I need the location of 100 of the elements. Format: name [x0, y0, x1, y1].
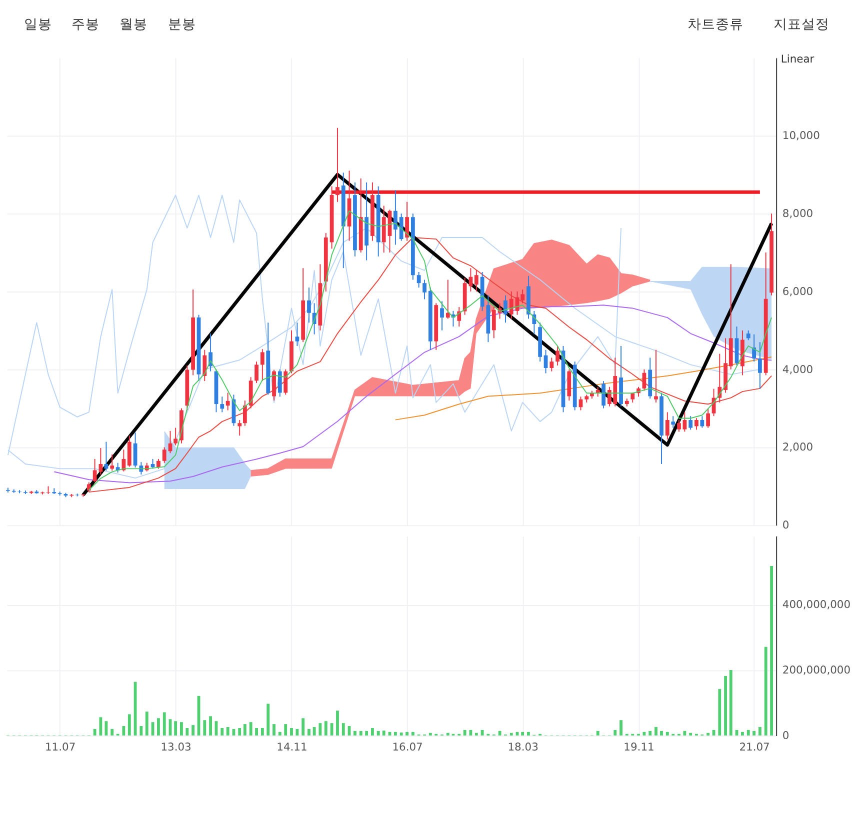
y-tick-label: 400,000,000	[782, 598, 851, 612]
candlestick	[694, 418, 698, 430]
candlestick	[706, 408, 710, 428]
y-tick-label: 200,000,000	[782, 663, 851, 676]
bar	[521, 732, 524, 736]
candlestick	[405, 201, 409, 242]
bar	[666, 732, 669, 736]
text: 주봉	[72, 16, 100, 33]
candlestick	[688, 416, 693, 430]
bar	[296, 728, 299, 736]
bar	[260, 728, 264, 736]
candlestick	[758, 342, 762, 390]
bar	[238, 728, 242, 736]
line-series	[54, 304, 772, 484]
bar	[180, 722, 183, 736]
candlestick	[671, 416, 676, 428]
text: 차트종류	[688, 16, 744, 33]
bar	[642, 732, 646, 736]
candlestick	[127, 435, 132, 468]
y-tick-label: 2,000	[782, 440, 814, 454]
x-tick-label: 11.07	[44, 740, 76, 754]
x-tick-label: 14.11	[276, 740, 308, 754]
bar	[266, 704, 270, 736]
bar	[128, 714, 131, 736]
candlestick	[238, 420, 242, 436]
bar	[255, 728, 258, 736]
bar	[312, 727, 316, 736]
y-tick-label: 10,000	[782, 129, 820, 142]
bar	[284, 724, 288, 736]
x-tick-label: 13.03	[160, 740, 192, 754]
candlestick	[746, 330, 750, 341]
bar	[394, 732, 397, 736]
y-tick-label: 6,000	[782, 284, 814, 298]
candlestick	[399, 213, 404, 242]
candlestick	[336, 127, 340, 202]
bar	[446, 732, 450, 736]
x-tick-label: 18.03	[508, 740, 538, 754]
y-tick-label: 8,000	[782, 206, 814, 220]
bar	[660, 730, 663, 736]
x-tick-label: 19.11	[624, 740, 654, 754]
bar	[741, 732, 744, 736]
candlestick	[492, 306, 496, 339]
bar	[162, 712, 166, 736]
candlestick	[110, 454, 114, 472]
candlestick	[156, 458, 160, 470]
bar	[376, 730, 380, 736]
candlestick	[654, 349, 658, 403]
bar	[110, 728, 114, 736]
candlestick	[550, 357, 554, 372]
bar	[689, 732, 692, 736]
bar	[400, 732, 403, 736]
candlestick	[440, 300, 444, 331]
bar	[758, 727, 762, 736]
text: 지표설정	[773, 16, 830, 33]
bar	[365, 730, 368, 736]
text: 일봉	[24, 16, 52, 33]
bar	[463, 730, 466, 736]
bar	[104, 721, 108, 736]
candlestick	[162, 446, 166, 464]
bar	[220, 728, 224, 736]
candlestick	[220, 396, 224, 413]
candlestick	[226, 392, 230, 411]
candlestick	[504, 294, 508, 324]
candlestick	[284, 368, 288, 396]
bar	[209, 716, 212, 736]
candlestick	[202, 349, 207, 382]
bar	[186, 728, 189, 736]
bar	[99, 717, 102, 736]
bar	[370, 728, 374, 736]
candlestick	[422, 279, 426, 300]
y-tick-label: 0	[782, 518, 790, 532]
bar	[724, 676, 728, 736]
bar	[272, 724, 276, 736]
bar	[428, 732, 432, 736]
bar	[308, 728, 310, 736]
bar	[411, 732, 414, 736]
bar	[729, 670, 732, 736]
candlestick	[446, 279, 450, 320]
candlestick	[174, 427, 178, 446]
bar	[174, 721, 178, 736]
text: Linear	[780, 52, 815, 66]
candlestick	[242, 400, 247, 426]
bar	[140, 726, 143, 736]
bar	[654, 727, 658, 736]
candlestick	[752, 334, 756, 362]
candlestick	[208, 333, 212, 372]
bar	[620, 720, 622, 736]
candlestick	[295, 322, 300, 346]
bar	[406, 732, 408, 736]
x-tick-label: 16.07	[392, 740, 423, 754]
bar	[203, 720, 206, 736]
bar	[683, 730, 686, 736]
bar	[145, 712, 148, 736]
candlestick	[416, 272, 421, 288]
bar	[290, 728, 293, 736]
bar	[382, 730, 386, 736]
y-tick-label: 0	[782, 728, 790, 742]
bar	[226, 727, 230, 736]
text: 월봉	[119, 16, 148, 33]
bar	[324, 721, 328, 736]
